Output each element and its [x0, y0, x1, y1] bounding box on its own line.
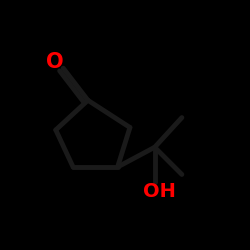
Text: OH: OH — [143, 182, 176, 201]
Text: O: O — [46, 52, 63, 72]
